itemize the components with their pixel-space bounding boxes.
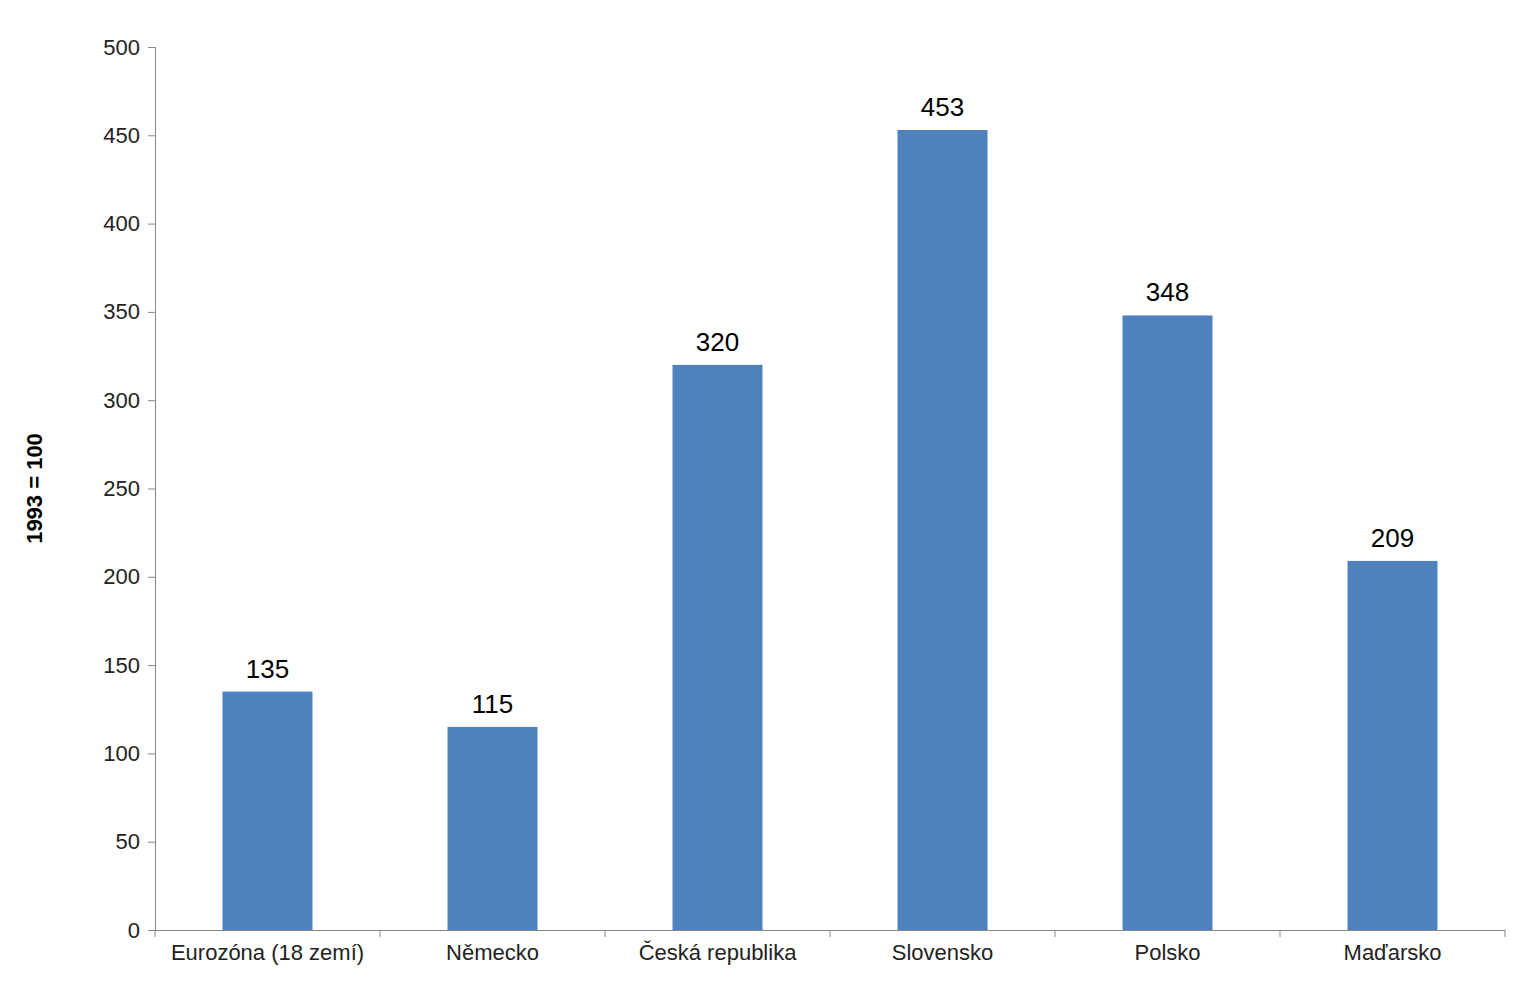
x-tick: Německo [446, 930, 539, 965]
bar [1348, 561, 1438, 930]
y-tick: 150 [103, 653, 155, 678]
data-label: 453 [921, 92, 964, 122]
x-separator [605, 930, 606, 937]
x-tick: Česká republika [639, 930, 798, 965]
x-separator [1505, 930, 1506, 937]
data-label: 209 [1371, 523, 1414, 553]
bar [448, 727, 538, 930]
bar [673, 365, 763, 930]
y-tick: 50 [116, 829, 155, 854]
y-tick: 400 [103, 211, 155, 236]
x-tick-label: Eurozóna (18 zemí) [171, 940, 364, 965]
bar [1123, 315, 1213, 930]
y-tick: 450 [103, 123, 155, 148]
x-tick-label: Slovensko [892, 940, 994, 965]
x-tick-label: Česká republika [639, 940, 798, 965]
plot-area: 0 50 100 150 200 250 300 350 400 450 500 Eurozóna (… [103, 35, 1505, 965]
y-axis: 0 50 100 150 200 250 300 350 400 450 500 [103, 35, 155, 943]
y-tick-label: 450 [103, 123, 140, 148]
y-tick-label: 350 [103, 299, 140, 324]
x-tick: Maďarsko [1344, 930, 1442, 965]
x-separator [830, 930, 831, 937]
y-axis-line [148, 48, 156, 931]
y-tick-label: 150 [103, 653, 140, 678]
y-tick: 350 [103, 299, 155, 324]
y-tick-label: 500 [103, 35, 140, 60]
y-tick-mark [148, 665, 155, 666]
x-tick-label: Maďarsko [1344, 940, 1442, 965]
data-labels: 135 115 320 453 348 209 [246, 92, 1414, 719]
y-tick-mark [148, 312, 155, 313]
y-tick-label: 300 [103, 388, 140, 413]
y-tick-mark [148, 842, 155, 843]
data-label: 348 [1146, 277, 1189, 307]
y-tick-mark [148, 47, 155, 48]
y-tick: 100 [103, 741, 155, 766]
y-tick-label: 250 [103, 476, 140, 501]
x-separator [380, 930, 381, 937]
data-label: 135 [246, 654, 289, 684]
x-separator [1280, 930, 1281, 937]
y-tick-label: 200 [103, 564, 140, 589]
y-tick-mark [148, 489, 155, 490]
y-tick: 300 [103, 388, 155, 413]
data-label: 115 [472, 689, 513, 719]
chart: 0 50 100 150 200 250 300 350 400 450 500 Eurozóna (… [0, 0, 1526, 988]
x-separator [155, 930, 156, 937]
x-axis: Eurozóna (18 zemí) Německo Česká republika… [155, 930, 1506, 965]
x-tick: Polsko [1134, 930, 1200, 965]
y-tick-mark [148, 753, 155, 754]
x-separators [155, 930, 1505, 937]
y-tick-label: 0 [128, 918, 140, 943]
x-tick: Slovensko [892, 930, 994, 965]
x-tick-label: Polsko [1134, 940, 1200, 965]
y-tick-mark [148, 224, 155, 225]
y-tick: 500 [103, 35, 155, 60]
y-tick-label: 400 [103, 211, 140, 236]
bar [223, 692, 313, 930]
x-tick-label: Německo [446, 940, 539, 965]
x-tick: Eurozóna (18 zemí) [171, 930, 364, 965]
bar [898, 130, 988, 930]
bars [223, 130, 1438, 930]
y-tick-mark [148, 577, 155, 578]
y-tick: 250 [103, 476, 155, 501]
data-label: 320 [696, 327, 739, 357]
y-tick: 200 [103, 564, 155, 589]
y-tick-mark [148, 400, 155, 401]
y-tick: 0 [128, 918, 155, 943]
y-tick-mark [148, 930, 155, 931]
x-separator [1055, 930, 1056, 937]
y-tick-mark [148, 135, 155, 136]
y-axis-title: 1993 = 100 [22, 433, 47, 544]
y-tick-label: 100 [103, 741, 140, 766]
y-tick-label: 50 [116, 829, 140, 854]
